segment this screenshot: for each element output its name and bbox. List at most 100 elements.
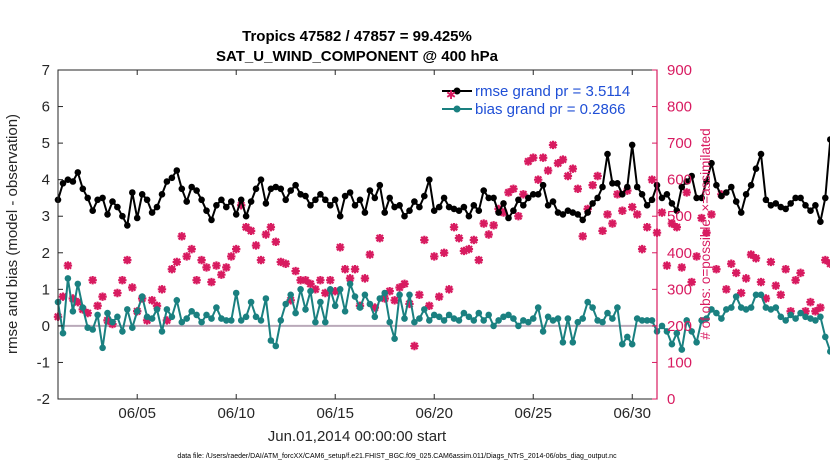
bias-point: [480, 317, 488, 324]
rmse-point: [138, 191, 146, 198]
obs-count-marker: [266, 222, 276, 232]
obs-count-marker: [484, 230, 493, 239]
y-tick-label: -2: [37, 391, 50, 408]
obs-count-marker: [192, 275, 201, 285]
rmse-point: [381, 209, 389, 216]
bias-point: [426, 317, 433, 324]
obs-count-marker: [548, 140, 558, 150]
obs-count-marker: [727, 259, 736, 268]
obs-count-marker: [618, 206, 627, 215]
obs-count-marker: [395, 283, 404, 292]
bias-point: [119, 328, 126, 335]
bias-point: [351, 293, 359, 300]
bias-point: [302, 306, 309, 313]
obs-count-marker: [439, 248, 449, 257]
rmse-point: [584, 209, 591, 216]
rmse-point: [168, 174, 176, 182]
y-tick-label: 3: [42, 208, 50, 225]
bias-point: [203, 311, 210, 319]
bias-point: [391, 335, 398, 343]
rmse-point: [213, 202, 220, 209]
obs-count-marker: [553, 159, 563, 168]
obs-count-marker: [365, 250, 375, 259]
bias-point: [440, 317, 448, 324]
obs-count-marker: [732, 268, 741, 278]
y-tick-label: 7: [42, 62, 50, 79]
rmse-point: [272, 183, 280, 191]
rmse-point: [797, 194, 804, 202]
rmse-point: [673, 207, 681, 214]
bias-point: [822, 333, 829, 341]
obs-count-marker: [118, 275, 127, 285]
rmse-point: [178, 185, 186, 193]
bias-point: [272, 342, 280, 350]
bias-point: [198, 318, 205, 326]
bias-point: [708, 306, 715, 313]
bias-point: [574, 318, 582, 326]
bias-point: [782, 317, 789, 324]
obs-count-marker: [256, 255, 266, 265]
rmse-point: [802, 202, 809, 209]
bias-point: [421, 306, 428, 313]
bias-point: [247, 298, 255, 306]
obs-count-marker: [722, 285, 731, 294]
bias-point: [500, 313, 507, 321]
y-tick-label: -1: [37, 354, 50, 371]
rmse-point: [426, 176, 433, 183]
obs-count-marker: [469, 235, 479, 245]
rmse-point: [302, 192, 309, 200]
rmse-point: [386, 194, 394, 202]
rmse-point: [198, 196, 205, 204]
rmse-point: [109, 198, 116, 205]
bias-point: [213, 304, 220, 311]
bias-point: [619, 340, 626, 348]
rmse-point: [351, 202, 359, 209]
rmse-point: [133, 214, 141, 222]
rmse-point: [218, 196, 225, 204]
obs-count-marker: [449, 222, 459, 232]
rmse-point: [203, 207, 210, 214]
bias-point: [376, 295, 384, 302]
rmse-point: [752, 165, 760, 172]
bias-point: [817, 313, 824, 321]
obs-count-marker: [801, 307, 810, 316]
rmse-point: [698, 194, 705, 202]
bias-point: [490, 322, 497, 330]
y-axis-right-label: # of obs: o=possible; ×=assimilated: [698, 128, 713, 339]
bias-point: [133, 308, 141, 315]
rmse-point: [247, 198, 255, 205]
rmse-point: [376, 181, 384, 189]
rmse-point: [525, 194, 532, 202]
bias-point: [237, 317, 245, 324]
bias-point: [599, 318, 606, 326]
obs-count-marker: [806, 297, 815, 307]
bias-point: [336, 286, 344, 293]
obs-count-marker: [781, 265, 790, 274]
rmse-point: [208, 216, 215, 224]
bias-point: [638, 317, 646, 324]
bias-point: [331, 302, 339, 310]
bias-point: [178, 318, 186, 326]
rmse-point: [648, 196, 656, 204]
y-tick-label: 2: [42, 245, 50, 262]
obs-count-marker: [623, 186, 632, 195]
rmse-point: [421, 192, 428, 200]
obs-count-marker: [613, 190, 622, 199]
obs-count-marker: [311, 285, 320, 294]
rmse-point: [609, 180, 616, 187]
rmse-point: [74, 169, 82, 176]
rmse-point: [163, 178, 171, 185]
bias-point: [762, 304, 770, 311]
obs-count-marker: [751, 254, 761, 263]
bias-point: [609, 315, 616, 322]
obs-count-marker: [241, 222, 251, 232]
bias-point: [732, 293, 740, 300]
obs-count-marker: [271, 237, 281, 247]
rmse-point: [633, 183, 641, 191]
obs-count-marker: [583, 204, 592, 214]
bias-point: [327, 286, 334, 293]
obs-count-marker: [628, 202, 637, 212]
y-right-tick-label: 100: [667, 354, 692, 371]
obs-count-marker: [321, 288, 330, 298]
obs-count-marker: [73, 297, 83, 307]
